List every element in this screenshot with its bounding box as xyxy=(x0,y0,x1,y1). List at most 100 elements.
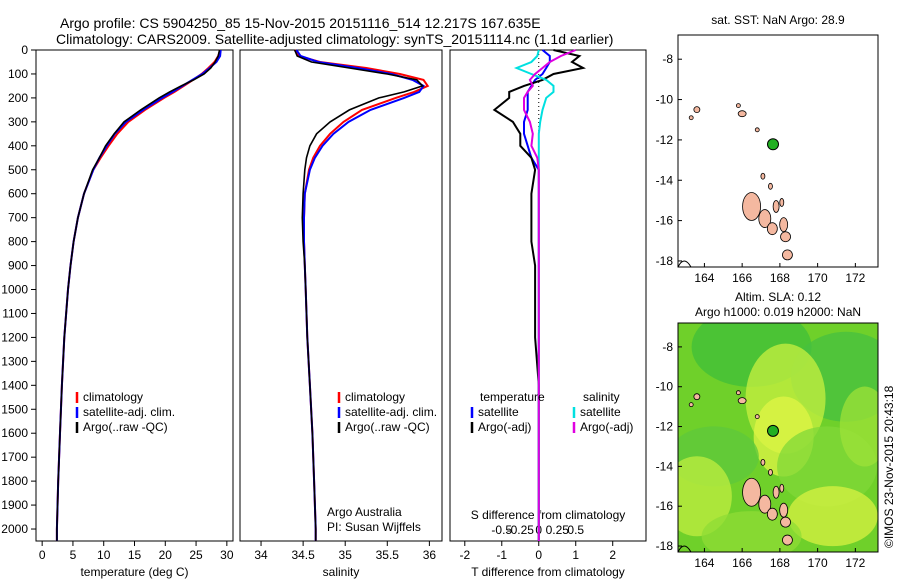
x-tick-label: 2 xyxy=(609,548,616,562)
map-y-tick-label: -16 xyxy=(656,499,674,513)
y-tick-label: 1500 xyxy=(1,402,28,416)
x-tick-label: 0 xyxy=(39,548,46,562)
y-tick-label: 1700 xyxy=(1,450,28,464)
island-shape xyxy=(758,209,772,228)
island-shape xyxy=(735,390,741,396)
y-tick-label: 1600 xyxy=(1,426,28,440)
island-shape xyxy=(772,200,780,213)
island-shape xyxy=(779,217,789,233)
sla-map-title-line-2: Argo h1000: 0.019 h2000: NaN xyxy=(695,305,861,319)
island-shape xyxy=(758,494,772,514)
island-shape xyxy=(779,483,785,493)
y-tick-label: 1800 xyxy=(1,474,28,488)
pi-label: PI: Susan Wijffels xyxy=(327,520,421,534)
island-shape xyxy=(768,468,773,476)
x-tick-label: 34 xyxy=(254,548,268,562)
diff-legend-title-temperature: temperature xyxy=(480,390,545,404)
y-tick-label: 1100 xyxy=(2,306,28,320)
sal-legend-label: climatology xyxy=(345,390,405,404)
map-y-tick-label: -10 xyxy=(656,380,674,394)
y-tick-label: 700 xyxy=(8,211,28,225)
island-shape xyxy=(742,192,761,221)
island-shape xyxy=(779,198,785,207)
island-shape xyxy=(737,110,747,118)
x-tick-label: 20 xyxy=(159,548,173,562)
map-y-tick-label: -12 xyxy=(656,133,674,147)
map-x-tick-label: 170 xyxy=(808,556,828,570)
y-tick-label: 600 xyxy=(8,187,28,201)
y-tick-label: 0 xyxy=(21,43,28,57)
diff-legend-temp-label: satellite xyxy=(478,405,519,419)
map-frame xyxy=(677,322,879,553)
island-shape xyxy=(693,106,701,114)
island-shape xyxy=(754,414,760,419)
s-tick-label: -0.5 xyxy=(491,523,512,537)
y-tick-label: 900 xyxy=(8,259,28,273)
y-tick-label: 500 xyxy=(8,163,28,177)
x-tick-label: 10 xyxy=(97,548,111,562)
island-shape xyxy=(742,477,761,507)
sla-anomaly-patch xyxy=(678,456,732,537)
sla-anomaly-patch xyxy=(787,486,878,547)
island-shape xyxy=(760,458,766,466)
x-tick-label: 30 xyxy=(220,548,234,562)
y-tick-label: 1300 xyxy=(1,354,28,368)
map-y-tick-label: -18 xyxy=(656,539,674,553)
x-tick-label: 25 xyxy=(189,548,203,562)
y-tick-label: 1900 xyxy=(1,498,28,512)
sst-map-title: sat. SST: NaN Argo: 28.9 xyxy=(711,13,845,27)
island-shape xyxy=(779,502,789,518)
temp-legend-label: climatology xyxy=(83,390,143,404)
island-shape xyxy=(780,231,791,243)
difference-panel: -2 -1 0 1 2 T difference from climatology -0.5… xyxy=(449,49,647,579)
sst-map-panel: 164 166 168 170 172 -8 -10 -12 -14 -16 -18 sat. SST… xyxy=(656,13,879,285)
plot-frame xyxy=(449,49,647,542)
map-x-tick-label: 172 xyxy=(845,271,865,285)
x-tick-label: 15 xyxy=(128,548,142,562)
coastline-new-caledonia xyxy=(678,260,692,267)
x-axis-label: T difference from climatology xyxy=(471,565,625,579)
map-frame xyxy=(677,34,879,268)
map-x-tick-label: 164 xyxy=(694,271,714,285)
sal-legend-label: Argo(..raw -QC) xyxy=(345,420,430,434)
institution-label: Argo Australia xyxy=(327,505,402,519)
diff-legend-temp-label: Argo(-adj) xyxy=(478,420,531,434)
map-y-tick-label: -8 xyxy=(662,340,673,354)
x-tick-label: 35.5 xyxy=(376,548,400,562)
island-shape xyxy=(766,507,778,521)
map-y-tick-label: -12 xyxy=(656,420,674,434)
temperature-panel: 0 5 10 15 20 25 30 temperature (deg C) 0 100 200 30… xyxy=(1,43,234,579)
y-tick-label: 100 xyxy=(8,67,28,81)
island-shape xyxy=(754,127,760,133)
island-shape xyxy=(688,402,694,408)
imos-stamp: ©IMOS 23-Nov-2015 20:43:18 xyxy=(882,385,896,548)
x-axis-label: temperature (deg C) xyxy=(80,565,188,579)
s-axis-label: S difference from climatology xyxy=(471,508,626,522)
y-tick-label: 2000 xyxy=(1,522,28,536)
map-y-tick-label: -18 xyxy=(656,254,674,268)
x-tick-label: 5 xyxy=(70,548,77,562)
argo-float-marker xyxy=(767,138,779,151)
map-background xyxy=(678,35,878,267)
figure-title-line-2: Climatology: CARS2009. Satellite-adjuste… xyxy=(56,31,614,47)
y-tick-label: 400 xyxy=(8,139,28,153)
map-content xyxy=(678,35,878,267)
island-shape xyxy=(766,222,778,236)
sla-map-title-line-1: Altim. SLA: 0.12 xyxy=(735,290,821,304)
map-y-tick-label: -10 xyxy=(656,93,674,107)
x-tick-label: 35 xyxy=(339,548,353,562)
map-x-tick-label: 172 xyxy=(845,556,865,570)
diff-legend-sal-label: Argo(-adj) xyxy=(580,420,633,434)
temp-legend-label: Argo(..raw -QC) xyxy=(83,420,168,434)
y-tick-label: 200 xyxy=(8,91,28,105)
map-x-tick-label: 170 xyxy=(808,271,828,285)
coastline-new-caledonia xyxy=(678,545,692,552)
plot-frame xyxy=(35,49,234,542)
x-tick-label: 0 xyxy=(535,548,542,562)
x-tick-label: -2 xyxy=(459,548,470,562)
island-shape xyxy=(760,172,766,180)
map-x-tick-label: 166 xyxy=(732,271,752,285)
map-y-tick-label: -16 xyxy=(656,214,674,228)
x-tick-label: 1 xyxy=(572,548,579,562)
island-shape xyxy=(768,182,773,190)
